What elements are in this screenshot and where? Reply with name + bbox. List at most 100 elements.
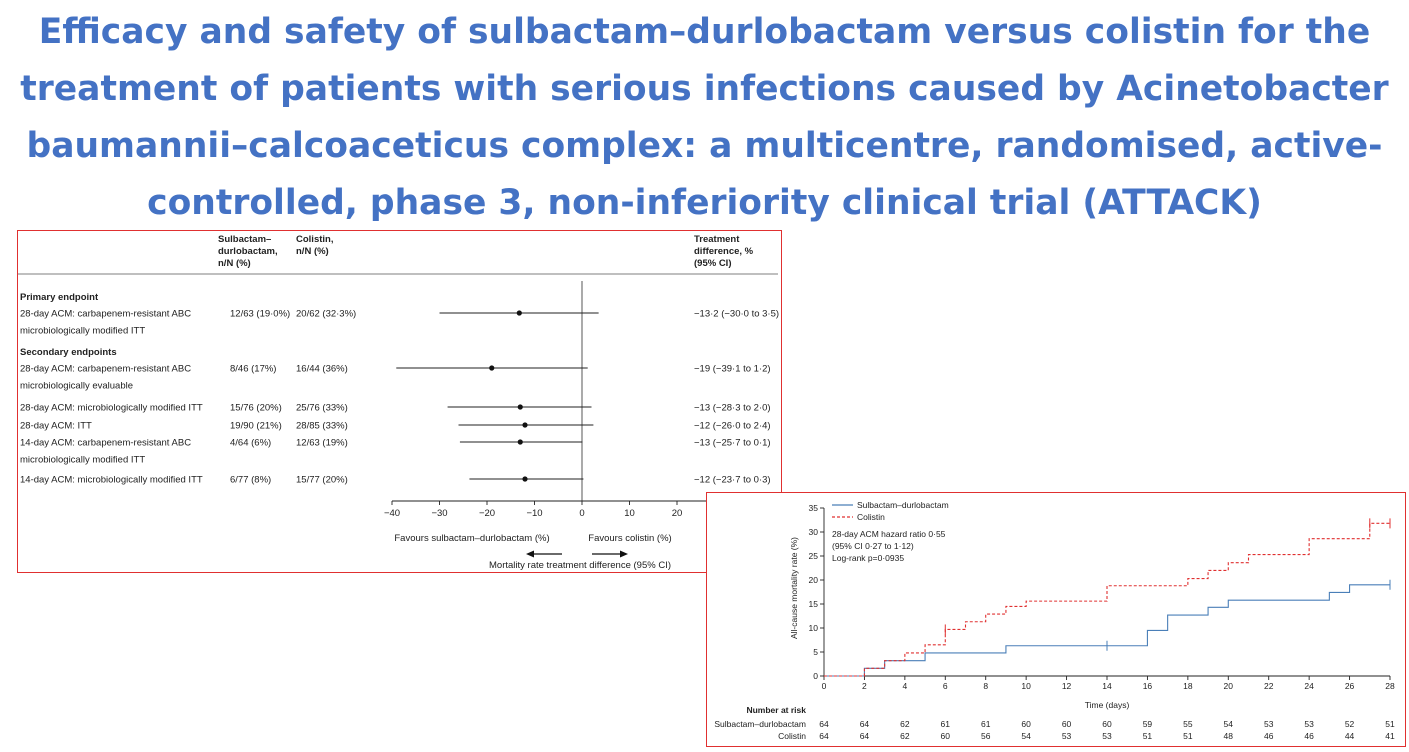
km-x-tick-label: 28 bbox=[1385, 681, 1395, 691]
risk-value: 59 bbox=[1143, 719, 1153, 729]
forest-point-estimate bbox=[489, 365, 495, 371]
risk-value: 60 bbox=[941, 731, 951, 741]
risk-value: 64 bbox=[860, 719, 870, 729]
km-x-tick-label: 16 bbox=[1143, 681, 1153, 691]
km-x-tick-label: 6 bbox=[943, 681, 948, 691]
section-secondary: Secondary endpoints bbox=[20, 347, 117, 358]
km-curve-colistin bbox=[824, 522, 1390, 677]
risk-label-col: Colistin bbox=[778, 731, 806, 741]
km-x-tick-label: 26 bbox=[1345, 681, 1355, 691]
risk-value: 64 bbox=[819, 719, 829, 729]
km-x-tick-label: 8 bbox=[983, 681, 988, 691]
forest-row-diff-text: −13 (−25·7 to 0·1) bbox=[694, 438, 771, 449]
forest-row-label: 28-day ACM: microbiologically modified I… bbox=[20, 403, 203, 414]
forest-row-sd-value: 19/90 (21%) bbox=[230, 421, 282, 432]
legend-sd-label: Sulbactam–durlobactam bbox=[857, 500, 949, 510]
risk-value: 48 bbox=[1224, 731, 1234, 741]
km-curve-sulbactam-durlobactam bbox=[824, 584, 1390, 677]
forest-plot-panel: Sulbactam– durlobactam, n/N (%) Colistin… bbox=[17, 230, 782, 573]
forest-row-col-value: 12/63 (19%) bbox=[296, 438, 348, 449]
col-header-diff-3: (95% CI) bbox=[694, 258, 731, 269]
risk-value: 53 bbox=[1102, 731, 1112, 741]
km-ylabel: All-cause mortality rate (%) bbox=[789, 537, 799, 639]
km-plot-panel: Sulbactam–durlobactam Colistin 28-day AC… bbox=[706, 492, 1406, 747]
col-header-sd-2: durlobactam, bbox=[218, 246, 278, 257]
forest-x-tick-label: 20 bbox=[672, 508, 683, 519]
forest-x-tick-label: −30 bbox=[431, 508, 447, 519]
risk-value: 54 bbox=[1224, 719, 1234, 729]
km-y-tick-label: 15 bbox=[809, 599, 819, 609]
km-y-tick-label: 30 bbox=[809, 527, 819, 537]
risk-value: 55 bbox=[1183, 719, 1193, 729]
km-y-tick-label: 25 bbox=[809, 551, 819, 561]
forest-row-sd-value: 6/77 (8%) bbox=[230, 475, 271, 486]
forest-row-label: 28-day ACM: carbapenem-resistant ABC bbox=[20, 309, 191, 320]
col-header-col-2: n/N (%) bbox=[296, 246, 329, 257]
forest-row-sd-value: 15/76 (20%) bbox=[230, 403, 282, 414]
km-x-tick-label: 0 bbox=[822, 681, 827, 691]
forest-row-diff-text: −12 (−26·0 to 2·4) bbox=[694, 421, 771, 432]
forest-row-diff-text: −12 (−23·7 to 0·3) bbox=[694, 475, 771, 486]
col-header-diff-2: difference, % bbox=[694, 246, 754, 257]
col-header-diff-1: Treatment bbox=[694, 234, 740, 245]
forest-point-estimate bbox=[517, 404, 523, 410]
forest-row-label: 14-day ACM: carbapenem-resistant ABC bbox=[20, 438, 191, 449]
km-y-tick-label: 0 bbox=[813, 671, 818, 681]
forest-row-diff-text: −19 (−39·1 to 1·2) bbox=[694, 364, 771, 375]
risk-value: 53 bbox=[1264, 719, 1274, 729]
title-line-4: controlled, phase 3, non-inferiority cli… bbox=[147, 183, 1262, 223]
title-line-2: treatment of patients with serious infec… bbox=[20, 69, 1389, 109]
col-header-col-1: Colistin, bbox=[296, 234, 333, 245]
risk-value: 53 bbox=[1062, 731, 1072, 741]
forest-row-col-value: 20/62 (32·3%) bbox=[296, 309, 356, 320]
risk-value: 62 bbox=[900, 731, 910, 741]
arrow-right-head bbox=[620, 550, 628, 558]
hr-annotation-1: 28-day ACM hazard ratio 0·55 bbox=[832, 529, 946, 539]
forest-plot: Sulbactam– durlobactam, n/N (%) Colistin… bbox=[18, 234, 779, 571]
risk-value: 60 bbox=[1102, 719, 1112, 729]
forest-point-estimate bbox=[522, 422, 528, 428]
risk-value: 61 bbox=[941, 719, 951, 729]
forest-x-tick-label: −40 bbox=[384, 508, 400, 519]
km-x-tick-label: 18 bbox=[1183, 681, 1193, 691]
km-x-tick-label: 22 bbox=[1264, 681, 1274, 691]
risk-value: 53 bbox=[1304, 719, 1314, 729]
forest-row-col-value: 25/76 (33%) bbox=[296, 403, 348, 414]
forest-point-estimate bbox=[516, 310, 522, 316]
arrow-left-head bbox=[526, 550, 534, 558]
legend-col-label: Colistin bbox=[857, 512, 885, 522]
favours-left-label: Favours sulbactam–durlobactam (%) bbox=[394, 533, 549, 544]
km-xlabel: Time (days) bbox=[1085, 700, 1130, 710]
forest-x-tick-label: 0 bbox=[579, 508, 584, 519]
forest-x-tick-label: 10 bbox=[624, 508, 635, 519]
km-x-tick-label: 24 bbox=[1304, 681, 1314, 691]
forest-row-label: 14-day ACM: microbiologically modified I… bbox=[20, 475, 203, 486]
risk-value: 64 bbox=[819, 731, 829, 741]
hr-annotation-3: Log-rank p=0·0935 bbox=[832, 553, 904, 563]
km-plot: Sulbactam–durlobactam Colistin 28-day AC… bbox=[714, 500, 1395, 741]
risk-value: 51 bbox=[1385, 719, 1395, 729]
km-x-tick-label: 12 bbox=[1062, 681, 1072, 691]
forest-row-col-value: 28/85 (33%) bbox=[296, 421, 348, 432]
risk-value: 54 bbox=[1021, 731, 1031, 741]
col-header-sd-1: Sulbactam– bbox=[218, 234, 271, 245]
risk-value: 46 bbox=[1304, 731, 1314, 741]
forest-row-label: 28-day ACM: ITT bbox=[20, 421, 92, 432]
forest-row-col-value: 15/77 (20%) bbox=[296, 475, 348, 486]
forest-row-label: microbiologically evaluable bbox=[20, 381, 133, 392]
risk-title: Number at risk bbox=[746, 705, 806, 715]
km-y-tick-label: 20 bbox=[809, 575, 819, 585]
forest-row-label: microbiologically modified ITT bbox=[20, 326, 145, 337]
km-x-tick-label: 4 bbox=[902, 681, 907, 691]
risk-value: 62 bbox=[900, 719, 910, 729]
risk-value: 46 bbox=[1264, 731, 1274, 741]
risk-value: 52 bbox=[1345, 719, 1355, 729]
km-x-tick-label: 2 bbox=[862, 681, 867, 691]
forest-x-tick-label: −20 bbox=[479, 508, 495, 519]
km-x-tick-label: 20 bbox=[1224, 681, 1234, 691]
risk-label-sd: Sulbactam–durlobactam bbox=[714, 719, 806, 729]
forest-row-sd-value: 8/46 (17%) bbox=[230, 364, 276, 375]
risk-value: 51 bbox=[1143, 731, 1153, 741]
risk-value: 64 bbox=[860, 731, 870, 741]
risk-value: 56 bbox=[981, 731, 991, 741]
